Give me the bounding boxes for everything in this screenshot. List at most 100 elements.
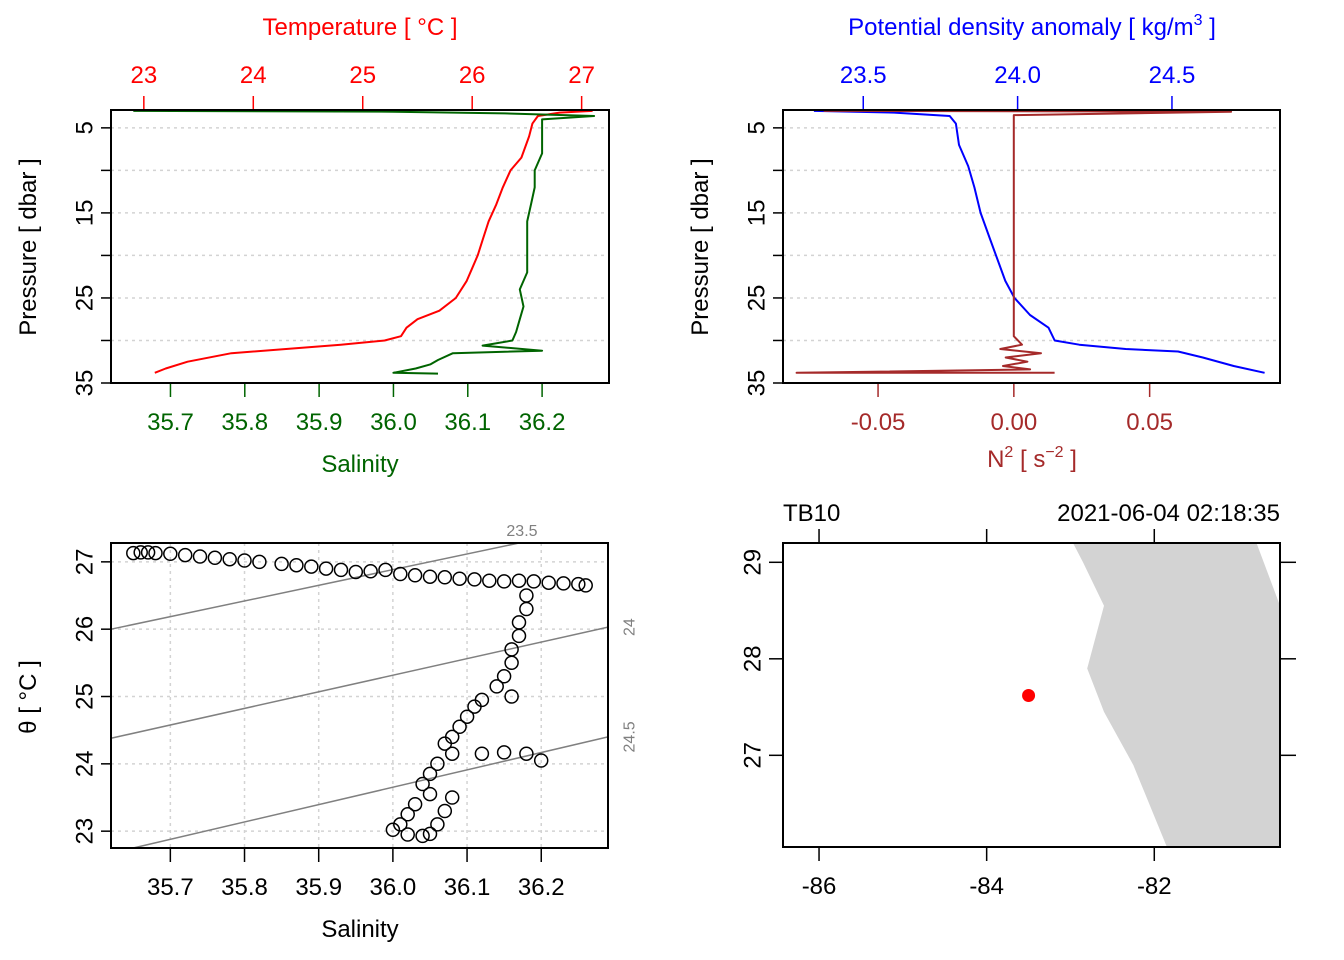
ts-data-point: [422, 786, 438, 802]
x-tick-label: 36.2: [518, 874, 565, 901]
ts-data-point: [467, 572, 482, 587]
y-axis-title: θ [ °C ]: [15, 660, 42, 734]
ts-data-point: [496, 574, 512, 589]
ts-data-point: [400, 807, 415, 822]
bottom-axis-tick-label: 35.8: [221, 409, 268, 436]
bottom-axis-tick-label: 0.00: [990, 409, 1037, 436]
ts-data-point: [222, 551, 237, 567]
y-tick-label: 15: [744, 200, 771, 227]
ts-data-point: [385, 822, 401, 838]
ts-data-point: [148, 545, 163, 561]
y-tick-label: 25: [744, 285, 771, 312]
panel-ts-diagram: Salinity θ [ °C ] 23.5 24 24.5 35.7 35.8 35.…: [15, 523, 639, 943]
plot-frame: [782, 109, 1281, 384]
ts-data-point: [437, 736, 453, 751]
top-axis-tick-label: 25: [349, 62, 376, 89]
ts-data-point: [474, 692, 490, 708]
y-tick-label: 35: [744, 370, 771, 397]
ts-data-point: [496, 745, 512, 760]
ts-data-point: [578, 578, 593, 593]
x-tick-label: 35.8: [221, 874, 268, 901]
x-tick-label: 36.1: [444, 874, 491, 901]
top-axis-tick-label: 23.5: [840, 62, 887, 89]
top-axis-title: Temperature [ °C ]: [263, 14, 458, 41]
series-line-salinity: [133, 109, 596, 375]
y-tick-label: 27: [72, 549, 99, 576]
ts-data-point: [415, 776, 430, 792]
y-tick-label: 24: [72, 750, 99, 777]
ts-data-point: [444, 790, 460, 805]
ts-data-point: [422, 826, 438, 842]
ts-data-point: [474, 746, 490, 761]
top-axis-tick-label: 26: [459, 62, 486, 89]
top-axis-tick-label: 24.0: [994, 62, 1041, 89]
bottom-axis-tick-label: 35.7: [147, 409, 194, 436]
ts-data-point: [207, 550, 223, 566]
ts-data-point: [274, 556, 289, 572]
x-tick-label: -86: [802, 873, 837, 900]
series-line-n2: [795, 109, 1233, 374]
ts-data-point: [444, 729, 460, 745]
bottom-axis-tick-label: 36.0: [370, 409, 417, 436]
ts-data-point: [556, 576, 571, 591]
ts-data-point: [393, 566, 408, 582]
ts-data-point: [237, 553, 252, 568]
y-tick-label: 28: [740, 645, 767, 672]
station-name: TB10: [783, 500, 840, 527]
ts-data-point: [252, 554, 267, 570]
isopycnal-label: 24: [622, 618, 639, 636]
bottom-axis-tick-label: -0.05: [851, 409, 906, 436]
ts-data-point: [519, 601, 534, 617]
ts-data-point: [430, 817, 445, 832]
ts-data-point: [533, 753, 549, 768]
ts-data-point: [192, 549, 208, 564]
y-tick-label: 23: [72, 818, 99, 845]
ts-data-point: [467, 699, 482, 714]
ts-data-point: [393, 817, 408, 832]
ts-data-point: [430, 756, 445, 772]
ts-data-point: [541, 575, 556, 590]
bottom-axis-title: Salinity: [321, 451, 398, 478]
ts-data-point: [133, 545, 148, 560]
isopycnal-label: 24.5: [622, 721, 639, 752]
x-tick-label: 35.9: [295, 874, 342, 901]
ts-data-point: [489, 679, 504, 694]
top-axis-tick-label: 24: [240, 62, 267, 89]
y-tick-label: 27: [740, 742, 767, 769]
ts-data-point: [437, 803, 453, 819]
ts-data-point: [422, 766, 438, 782]
ts-data-point: [407, 568, 423, 583]
panel-temperature-salinity-profile: Temperature [ °C ] Salinity Pressure [ d…: [15, 14, 610, 478]
y-tick-label: 5: [744, 121, 771, 134]
y-tick-label: 26: [72, 616, 99, 643]
ts-data-point: [519, 746, 534, 761]
ts-data-point: [163, 546, 178, 562]
y-tick-label: 35: [72, 370, 99, 397]
ts-data-point: [511, 615, 527, 630]
ts-data-point: [496, 669, 512, 684]
ts-data-point: [519, 588, 534, 603]
x-tick-label: -84: [969, 873, 1004, 900]
ts-data-point: [504, 689, 519, 704]
station-datetime: 2021-06-04 02:18:35: [1057, 500, 1280, 527]
y-tick-label: 5: [72, 121, 99, 134]
ts-data-point: [504, 655, 519, 671]
ts-data-point: [400, 827, 415, 842]
series-line-potential-density-anomaly: [813, 109, 1265, 374]
ts-data-point: [415, 828, 430, 844]
y-tick-label: 29: [740, 549, 767, 576]
top-axis-tick-label: 27: [568, 62, 595, 89]
panel-station-map: TB10 2021-06-04 02:18:35 -86 -84 -82 27 28 29: [740, 500, 1296, 900]
bottom-axis-tick-label: 35.9: [296, 409, 343, 436]
ts-data-point: [407, 796, 423, 812]
bottom-axis-title: N2 [ s−2 ]: [987, 444, 1077, 473]
ts-data-point: [140, 545, 156, 560]
ts-data-point: [378, 562, 393, 578]
plot-frame: [110, 542, 609, 849]
land-polygon: [1073, 543, 1280, 847]
ts-data-point: [452, 719, 467, 735]
isopycnal-line: [110, 626, 609, 739]
ts-data-point: [348, 564, 364, 580]
plot-frame: [110, 109, 610, 384]
